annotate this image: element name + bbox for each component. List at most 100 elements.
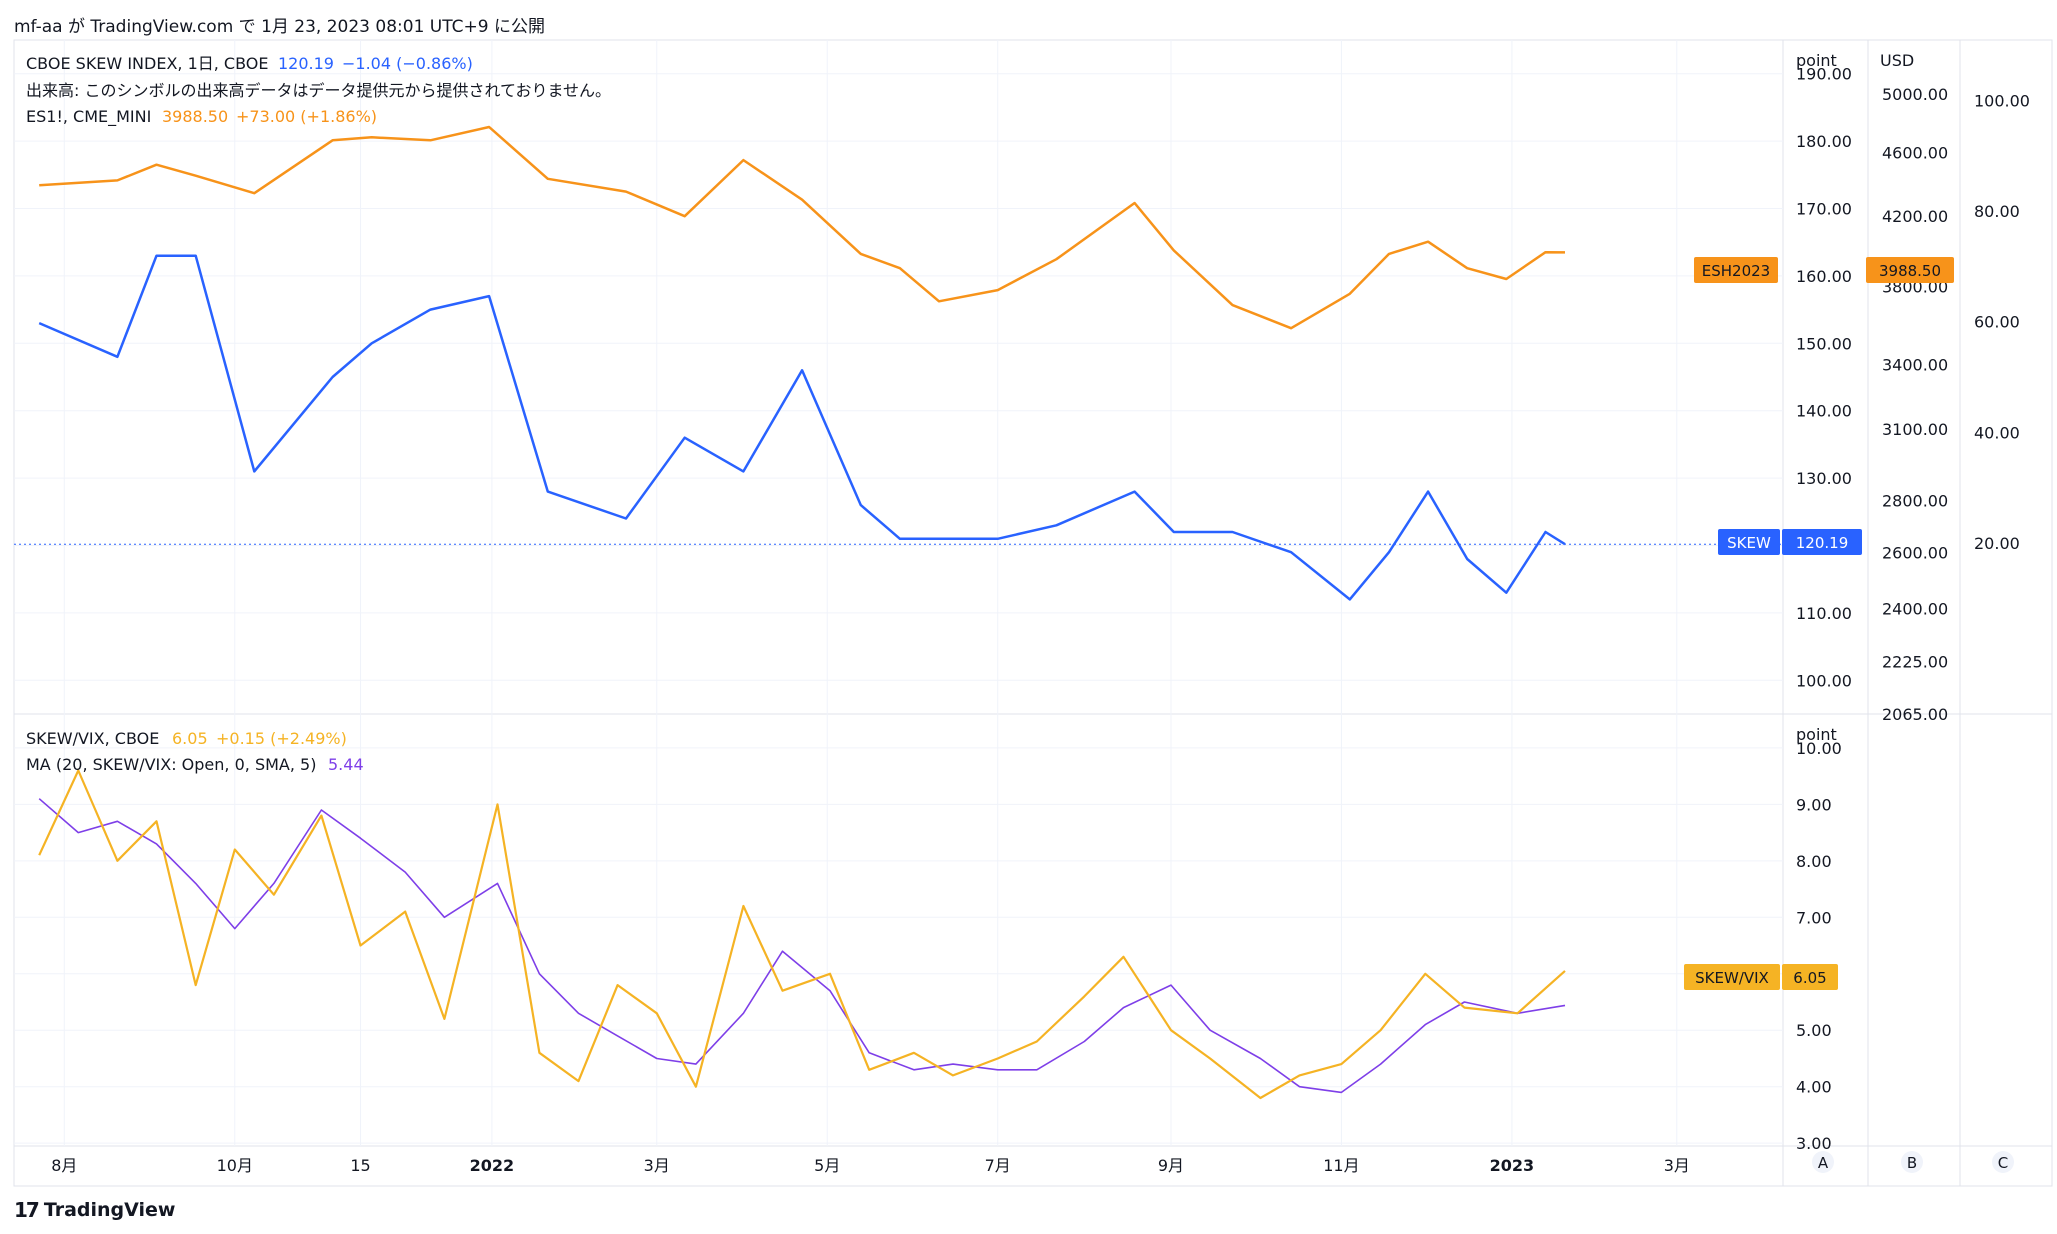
top-axis-point-header: point: [1796, 51, 1837, 70]
scale-button-c-circle[interactable]: [1992, 1151, 2014, 1173]
grid-bottom: [14, 747, 1783, 1144]
time-tick-label: 3月: [1664, 1156, 1690, 1175]
skewvix-tag-name-box: [1684, 964, 1780, 990]
top-usd-tick-label: 2800.00: [1882, 492, 1948, 511]
skew-tag-value: 120.19: [1796, 534, 1849, 552]
skewvix-legend-value: 6.05: [172, 729, 208, 748]
top-point-tick-label: 150.00: [1796, 334, 1852, 353]
skewvix-legend-name[interactable]: SKEW/VIX, CBOE: [26, 729, 159, 748]
skewvix-tag-value: 6.05: [1793, 969, 1826, 987]
top-c-tick-label: 60.00: [1974, 313, 2020, 332]
time-tick-label: 9月: [1158, 1156, 1184, 1175]
publisher-line: mf-aa が TradingView.com で 1月 23, 2023 08…: [14, 17, 545, 37]
time-tick-label: 5月: [814, 1156, 840, 1175]
top-usd-tick-label: 3400.00: [1882, 355, 1948, 374]
time-tick-label: 8月: [51, 1156, 77, 1175]
grid-top: [14, 73, 1783, 681]
es-tag-name-box: [1694, 257, 1778, 283]
scale-button-c[interactable]: C: [1992, 1151, 2014, 1173]
ma-legend-name[interactable]: MA (20, SKEW/VIX: Open, 0, SMA, 5): [26, 755, 316, 774]
top-usd-tick-label: 2600.00: [1882, 543, 1948, 562]
top-legend: CBOE SKEW INDEX, 1日, CBOE 120.19 −1.04 (…: [26, 54, 611, 127]
bottom-point-tick-label: 7.00: [1796, 908, 1832, 927]
tradingview-logo[interactable]: 17 TradingView: [14, 1198, 175, 1222]
top-point-tick-label: 130.00: [1796, 469, 1852, 488]
top-c-tick-label: 80.00: [1974, 202, 2020, 221]
top-usd-tick-label: 3100.00: [1882, 420, 1948, 439]
es-legend-name[interactable]: ES1!, CME_MINI: [26, 107, 151, 127]
es1-series-line[interactable]: [39, 125, 1566, 330]
time-tick-label: 2022: [470, 1156, 515, 1175]
skew-series-line[interactable]: [38, 254, 1566, 601]
scale-button-b-label: B: [1907, 1154, 1917, 1172]
top-point-tick-label: 100.00: [1796, 671, 1852, 690]
bottom-point-tick-label: 5.00: [1796, 1021, 1832, 1040]
top-point-tick-label: 180.00: [1796, 132, 1852, 151]
skew-legend-change: −1.04 (−0.86%): [342, 54, 473, 73]
es-tag-name: ESH2023: [1702, 262, 1770, 280]
top-axis-usd-ticks[interactable]: 5000.004600.004200.003800.003400.003100.…: [1882, 85, 1948, 724]
top-usd-tick-label: 4600.00: [1882, 143, 1948, 162]
top-axis-point-ticks[interactable]: 190.00 180.00 170.00 160.00 150.00 140.00 130.…: [1796, 65, 1852, 691]
scale-button-a[interactable]: A: [1812, 1151, 1834, 1173]
skew-tag-value-box: [1782, 529, 1862, 555]
tradingview-logo-icon: 17: [14, 1198, 40, 1222]
ma-series-line[interactable]: [38, 798, 1566, 1094]
top-point-tick-label: 140.00: [1796, 402, 1852, 421]
bottom-axis-point-ticks[interactable]: 10.009.008.007.006.005.004.003.00: [1796, 739, 1842, 1153]
top-point-tick-label: 170.00: [1796, 200, 1852, 219]
es-legend-change: +73.00 (+1.86%): [236, 107, 377, 126]
time-tick-label: 7月: [985, 1156, 1011, 1175]
grid-vertical: [63, 40, 1678, 1146]
top-c-tick-label: 100.00: [1974, 92, 2030, 111]
skewvix-legend-change: +0.15 (+2.49%): [216, 729, 347, 748]
top-usd-tick-label: 5000.00: [1882, 85, 1948, 104]
time-tick-label: 10月: [217, 1156, 253, 1175]
skew-legend-name[interactable]: CBOE SKEW INDEX, 1日, CBOE: [26, 54, 269, 73]
top-c-tick-label: 20.00: [1974, 534, 2020, 553]
skewvix-series-line[interactable]: [38, 769, 1566, 1100]
skewvix-price-tag: SKEW/VIX 6.05: [1684, 964, 1838, 990]
scale-button-b-circle[interactable]: [1901, 1151, 1923, 1173]
time-tick-label: 3月: [644, 1156, 670, 1175]
es-tag-value-box: [1866, 257, 1954, 283]
bottom-point-tick-label: 3.00: [1796, 1134, 1832, 1153]
skew-tag-name: SKEW: [1727, 534, 1771, 552]
es-price-tag: ESH2023 3988.50: [1694, 257, 1954, 283]
bottom-point-tick-label: 10.00: [1796, 739, 1842, 758]
time-tick-label: 15: [350, 1156, 370, 1175]
ma-legend-value: 5.44: [328, 755, 364, 774]
top-usd-tick-label: 2400.00: [1882, 600, 1948, 619]
time-axis-ticks[interactable]: 8月 10月 15 2022 3月 5月 7月 9月 11月 2023 3月: [51, 1156, 1690, 1175]
top-c-tick-label: 40.00: [1974, 423, 2020, 442]
top-point-tick-label: 110.00: [1796, 604, 1852, 623]
skewvix-tag-name: SKEW/VIX: [1695, 969, 1769, 987]
es-legend-value: 3988.50: [162, 107, 228, 126]
bottom-point-tick-label: 9.00: [1796, 795, 1832, 814]
bottom-axis-point-header: point: [1796, 725, 1837, 744]
tradingview-brand: TradingView: [43, 1199, 176, 1221]
time-tick-label: 11月: [1323, 1156, 1359, 1175]
bottom-point-tick-label: 8.00: [1796, 852, 1832, 871]
time-tick-label: 2023: [1490, 1156, 1535, 1175]
volume-note: 出来高: このシンボルの出来高データはデータ提供元から提供されておりません。: [26, 81, 611, 100]
top-point-tick-label: 190.00: [1796, 65, 1852, 84]
scale-button-b[interactable]: B: [1901, 1151, 1923, 1173]
top-usd-tick-label: 4200.00: [1882, 207, 1948, 226]
es-tag-value: 3988.50: [1879, 262, 1941, 280]
bottom-legend: SKEW/VIX, CBOE 6.05 +0.15 (+2.49%) MA (2…: [26, 729, 364, 774]
top-usd-tick-label: 2065.00: [1882, 705, 1948, 724]
top-axis-c-ticks[interactable]: 160.00140.00120.00100.0080.0060.0040.002…: [1974, 0, 2030, 553]
skew-price-tag: SKEW 120.19: [1718, 529, 1862, 555]
top-axis-usd-header: USD: [1880, 51, 1914, 70]
top-usd-tick-label: 2225.00: [1882, 653, 1948, 672]
skew-tag-name-box: [1718, 529, 1780, 555]
skew-legend-value: 120.19: [278, 54, 334, 73]
top-point-tick-label: 160.00: [1796, 267, 1852, 286]
bottom-point-tick-label: 4.00: [1796, 1078, 1832, 1097]
skewvix-tag-value-box: [1782, 964, 1838, 990]
scale-button-a-label: A: [1818, 1154, 1829, 1172]
scale-button-c-label: C: [1998, 1154, 2008, 1172]
scale-button-a-circle[interactable]: [1812, 1151, 1834, 1173]
